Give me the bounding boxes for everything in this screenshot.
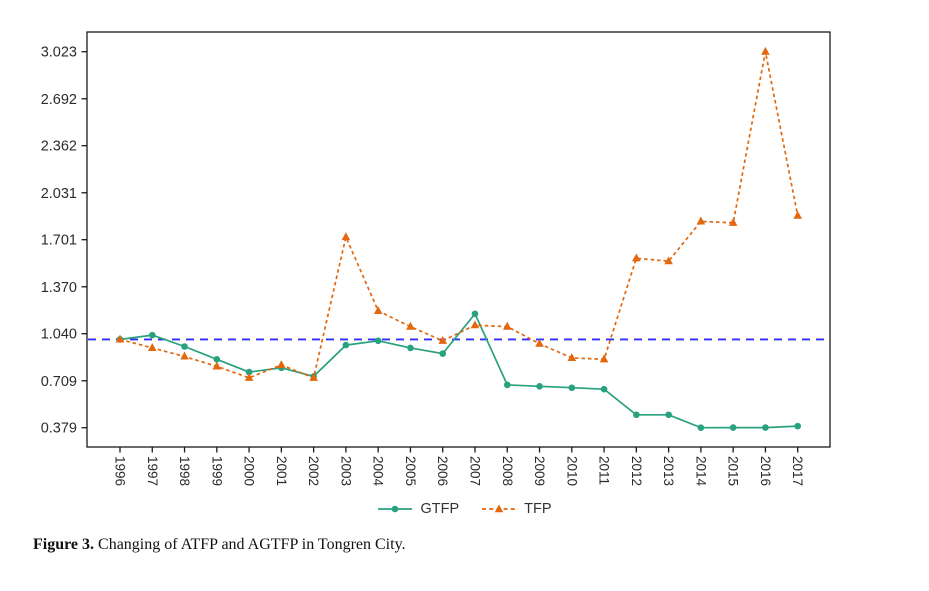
tfp-point (632, 253, 641, 262)
x-axis-tick-label: 2017 (790, 456, 805, 486)
tfp-point (115, 334, 125, 343)
gtfp-series (116, 310, 801, 432)
plot-border (86, 31, 831, 448)
tfp-point (761, 46, 770, 55)
gtfp-point (181, 343, 188, 350)
tfp-point (341, 232, 351, 241)
y-axis-tick-label: 1.040 (41, 327, 77, 343)
tfp-point (664, 256, 673, 265)
tfp-point (728, 217, 738, 226)
x-axis-tick-label: 2009 (532, 456, 547, 486)
x-axis-tick-label: 2000 (242, 456, 257, 486)
y-axis-tick-label: 2.031 (41, 186, 77, 202)
x-axis-tick-label: 2005 (403, 456, 418, 486)
x-axis-tick-label: 2013 (661, 456, 676, 486)
tfp-point (309, 372, 318, 381)
y-axis-tick-label: 2.362 (41, 139, 77, 155)
x-axis: 1996 1997 1998 1999 2000 2001 2002 2003 2004 2005… (113, 447, 805, 487)
gtfp-point (762, 424, 769, 431)
y-axis-tick-label: 0.709 (41, 374, 77, 390)
legend-item-gtfp: GTFP (377, 501, 459, 517)
tfp-point (438, 336, 448, 344)
gtfp-point (568, 384, 576, 392)
tfp-point (567, 353, 577, 361)
tfp-point (212, 361, 222, 370)
gtfp-point (794, 422, 801, 430)
y-axis-tick-label: 3.023 (41, 45, 77, 61)
tfp-point (535, 338, 544, 347)
tfp-point (277, 360, 286, 369)
chart: 0.379 0.709 1.040 1.370 1.701 2.031 2.362 2.692… (41, 31, 831, 487)
x-axis-tick-label: 2002 (306, 456, 321, 486)
x-axis-tick-label: 2016 (758, 456, 773, 486)
y-axis-tick-label: 1.701 (41, 233, 77, 249)
x-axis-tick-label: 2014 (693, 456, 708, 487)
x-axis-tick-label: 2003 (338, 456, 353, 486)
figure-caption-text: Changing of ATFP and AGTFP in Tongren Ci… (94, 536, 406, 553)
gtfp-point (536, 383, 543, 390)
tfp-point (180, 351, 189, 360)
figure-caption: Figure 3. Changing of ATFP and AGTFP in … (33, 536, 406, 554)
x-axis-tick-label: 2011 (597, 456, 612, 485)
gtfp-point (471, 310, 479, 318)
gtfp-line (119, 312, 798, 429)
x-axis-tick-label: 2004 (371, 456, 386, 487)
figure-caption-label: Figure 3. (33, 536, 95, 553)
gtfp-point (439, 350, 447, 357)
x-axis-tick-label: 2008 (500, 456, 515, 486)
gtfp-point (148, 331, 156, 339)
x-axis-tick-label: 1998 (177, 456, 192, 486)
legend-item-tfp: TFP (481, 501, 552, 517)
x-axis-tick-label: 2006 (435, 456, 450, 486)
gtfp-point (503, 381, 511, 389)
y-axis: 0.379 0.709 1.040 1.370 1.701 2.031 2.362 2.692… (41, 45, 87, 437)
x-axis-tick-label: 1996 (113, 456, 128, 486)
x-axis-tick-label: 2001 (274, 456, 289, 486)
gtfp-point (407, 344, 414, 352)
tfp-point (599, 354, 609, 363)
y-axis-tick-label: 2.692 (41, 92, 77, 108)
y-axis-tick-label: 1.370 (41, 280, 77, 296)
x-axis-tick-label: 2015 (726, 456, 741, 486)
tfp-point (696, 216, 706, 225)
gtfp-point (600, 385, 608, 393)
legend-label-tfp: TFP (524, 501, 552, 517)
x-axis-tick-label: 1999 (209, 456, 224, 486)
gtfp-point (245, 368, 253, 376)
tfp-line (119, 51, 799, 379)
tfp-series (115, 46, 802, 381)
tfp-point (373, 306, 383, 315)
gtfp-point (633, 411, 640, 419)
gtfp-point (213, 355, 221, 363)
x-axis-tick-label: 1997 (145, 456, 160, 486)
tfp-point (793, 210, 802, 219)
tfp-point (406, 321, 415, 330)
tfp-point (470, 320, 480, 329)
chart-legend: GTFP TFP (0, 501, 929, 517)
gtfp-point (374, 337, 382, 345)
gtfp-point (342, 341, 350, 349)
tfp-point (502, 321, 512, 330)
gtfp-point (665, 411, 672, 419)
tfp-point (244, 372, 254, 381)
y-axis-tick-label: 0.379 (41, 421, 77, 437)
x-axis-tick-label: 2010 (564, 456, 579, 486)
tfp-point (147, 343, 157, 352)
gtfp-point (697, 424, 705, 432)
x-axis-tick-label: 2007 (467, 456, 482, 486)
x-axis-tick-label: 2012 (629, 456, 644, 486)
gtfp-line-marker-icon (378, 505, 413, 513)
legend-label-gtfp: GTFP (420, 501, 460, 517)
tfp-line-marker-icon (482, 504, 517, 513)
gtfp-point (729, 424, 737, 431)
